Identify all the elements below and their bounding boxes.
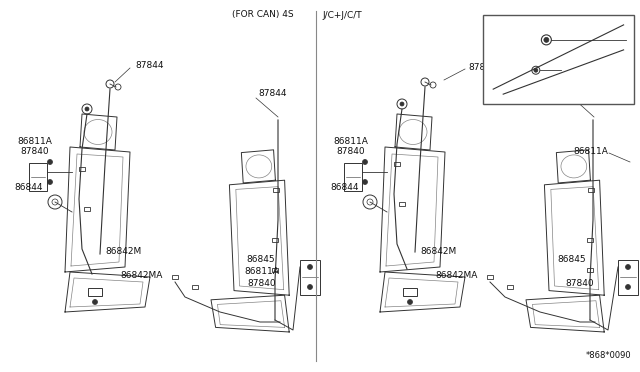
- Text: 86811A: 86811A: [573, 148, 608, 157]
- Bar: [394, 162, 400, 166]
- Text: 87840: 87840: [565, 279, 594, 289]
- Circle shape: [47, 160, 52, 164]
- Circle shape: [534, 68, 538, 72]
- Text: 87844: 87844: [135, 61, 163, 71]
- Bar: [588, 188, 594, 192]
- Bar: [192, 285, 198, 289]
- Bar: [272, 268, 278, 272]
- Circle shape: [47, 180, 52, 185]
- Circle shape: [408, 299, 413, 305]
- Text: (FOR CAN) 4S: (FOR CAN) 4S: [232, 10, 293, 19]
- Bar: [487, 275, 493, 279]
- Text: J/C+J/C/T: J/C+J/C/T: [323, 10, 362, 19]
- Bar: [483, 15, 634, 104]
- Text: 87840: 87840: [336, 147, 365, 155]
- Text: 87840: 87840: [20, 147, 49, 155]
- Bar: [507, 285, 513, 289]
- Circle shape: [544, 37, 549, 42]
- Bar: [587, 238, 593, 242]
- Bar: [273, 188, 279, 192]
- Text: 86842MA: 86842MA: [435, 272, 477, 280]
- Bar: [84, 207, 90, 211]
- Text: 86844: 86844: [330, 183, 358, 192]
- Text: 87840: 87840: [247, 279, 276, 289]
- Text: 87844: 87844: [258, 90, 287, 99]
- Circle shape: [625, 264, 630, 269]
- Circle shape: [85, 107, 89, 111]
- Text: 86845: 86845: [246, 256, 275, 264]
- Circle shape: [625, 285, 630, 289]
- Circle shape: [307, 285, 312, 289]
- Text: 87850A: 87850A: [488, 66, 523, 75]
- Text: 87844: 87844: [468, 62, 497, 71]
- Circle shape: [400, 102, 404, 106]
- Text: 86811A: 86811A: [244, 267, 279, 276]
- Bar: [272, 238, 278, 242]
- Bar: [344, 163, 362, 191]
- Text: 86842M: 86842M: [420, 247, 456, 257]
- Bar: [403, 288, 417, 296]
- Bar: [79, 167, 85, 171]
- Text: *868*0090: *868*0090: [586, 351, 631, 360]
- Text: 87844: 87844: [575, 90, 604, 99]
- Text: 86842MA: 86842MA: [120, 272, 163, 280]
- Circle shape: [362, 160, 367, 164]
- Bar: [29, 163, 47, 191]
- Bar: [587, 268, 593, 272]
- Text: 86811A: 86811A: [17, 138, 52, 147]
- Bar: [88, 288, 102, 296]
- Bar: [399, 202, 405, 206]
- Bar: [172, 275, 178, 279]
- Text: 86842M: 86842M: [105, 247, 141, 257]
- Text: 86845: 86845: [557, 256, 586, 264]
- Bar: [618, 260, 638, 295]
- Circle shape: [93, 299, 97, 305]
- Text: 86844: 86844: [14, 183, 42, 192]
- Circle shape: [307, 264, 312, 269]
- Bar: [300, 260, 320, 295]
- Text: 86811A: 86811A: [333, 138, 368, 147]
- Circle shape: [362, 180, 367, 185]
- Text: 86879: 86879: [561, 35, 590, 44]
